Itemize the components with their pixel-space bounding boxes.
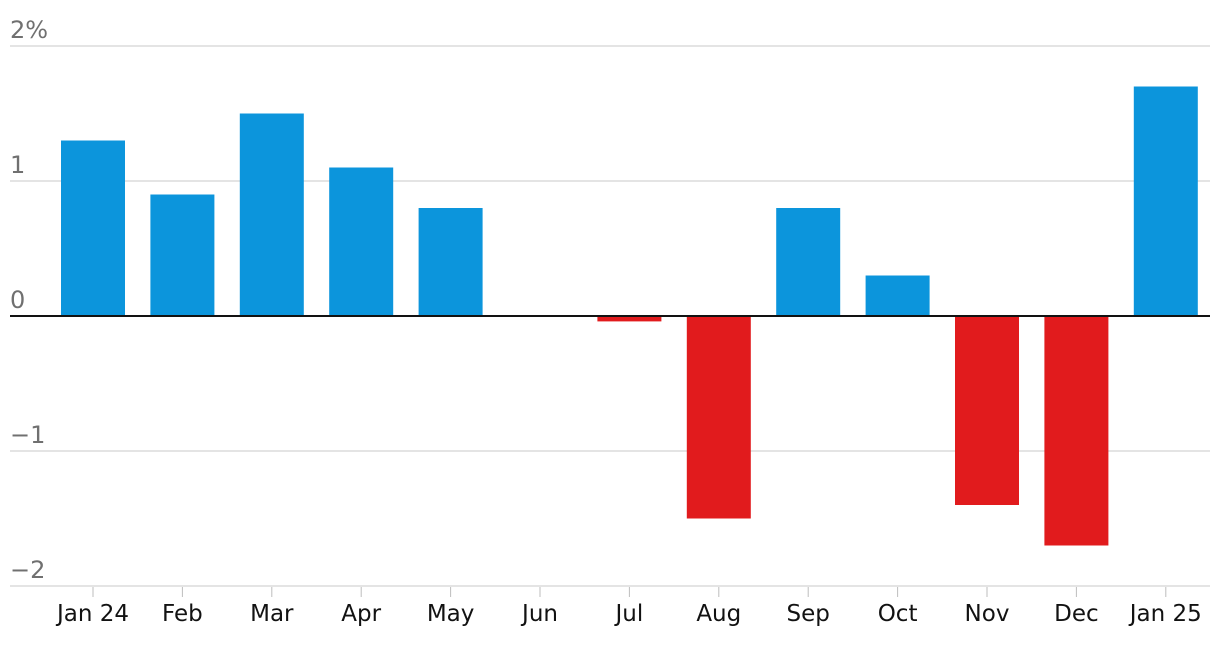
bar xyxy=(597,316,662,322)
x-tick-label: Sep xyxy=(787,601,830,627)
x-tick-label: May xyxy=(427,601,475,627)
y-axis-labels: 2% 1 0 −1 −2 xyxy=(10,16,48,584)
x-tick-label: Mar xyxy=(250,601,294,627)
y-tick-label: 2% xyxy=(10,16,48,44)
x-axis: Jan 24 Feb Mar Apr May Jun Jul Aug Sep Oct Nov Dec J… xyxy=(55,587,1202,627)
bar xyxy=(61,140,125,316)
y-tick-label: 0 xyxy=(10,286,25,314)
bar xyxy=(329,167,394,316)
x-tick-label: Jan 25 xyxy=(1128,601,1202,627)
x-tick-label: Jun xyxy=(520,601,558,627)
bar xyxy=(865,275,930,316)
x-tick-label: Oct xyxy=(878,601,918,627)
bar xyxy=(418,208,483,316)
y-tick-label: −2 xyxy=(10,556,45,584)
x-tick-label: Jan 24 xyxy=(55,601,129,627)
x-tick-label: Feb xyxy=(162,601,203,627)
x-tick-label: Nov xyxy=(965,601,1010,627)
bar xyxy=(1044,316,1109,546)
bars xyxy=(61,86,1198,546)
x-tick-label: Aug xyxy=(696,601,741,627)
bar xyxy=(686,316,751,519)
bar xyxy=(776,208,841,316)
x-tick-label: Dec xyxy=(1054,601,1099,627)
bar xyxy=(239,113,304,316)
gridlines xyxy=(10,45,1210,587)
bar xyxy=(150,194,215,316)
x-tick-label: Jul xyxy=(614,601,644,627)
bar xyxy=(955,316,1019,505)
y-tick-label: −1 xyxy=(10,421,45,449)
x-tick-label: Apr xyxy=(341,601,381,627)
bar xyxy=(1133,86,1198,316)
y-tick-label: 1 xyxy=(10,151,25,179)
